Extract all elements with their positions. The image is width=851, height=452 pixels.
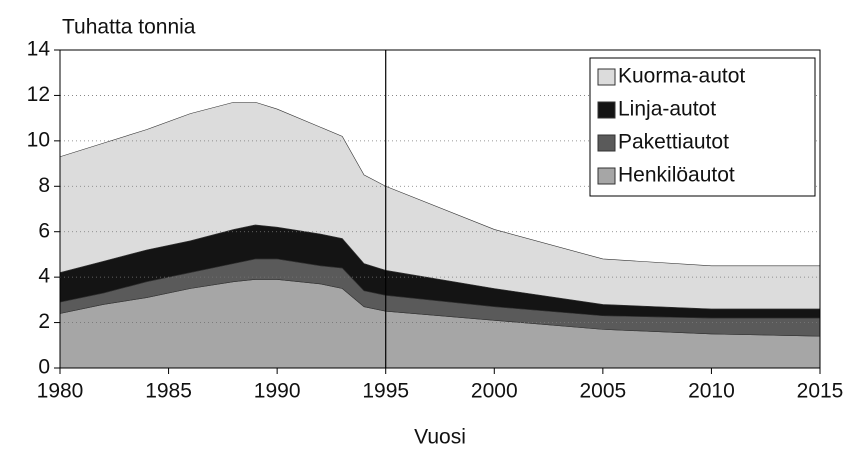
y-tick-label: 14 <box>27 38 51 61</box>
legend-label: Kuorma-autot <box>618 65 745 88</box>
x-tick-label: 2005 <box>579 380 626 403</box>
y-tick-label: 4 <box>38 265 50 288</box>
y-tick-label: 2 <box>38 310 50 333</box>
x-tick-label: 1985 <box>145 380 192 403</box>
x-tick-label: 2000 <box>471 380 518 403</box>
legend-swatch <box>597 134 616 152</box>
legend-label: Henkilöautot <box>618 164 735 187</box>
x-tick-label: 1990 <box>254 380 301 403</box>
x-tick-label: 1995 <box>362 380 409 403</box>
legend-swatch <box>597 167 616 185</box>
y-tick-label: 6 <box>38 219 50 242</box>
y-tick-label: 8 <box>38 174 50 197</box>
legend-swatch <box>597 101 616 119</box>
legend-label: Linja-autot <box>618 98 716 121</box>
legend-box <box>589 57 816 197</box>
x-tick-label: 1980 <box>37 380 84 403</box>
y-tick-label: 0 <box>38 356 50 379</box>
y-tick-label: 10 <box>27 128 50 151</box>
x-tick-label: 2015 <box>797 380 844 403</box>
legend-swatch <box>597 68 616 86</box>
legend-label: Pakettiautot <box>618 131 729 154</box>
chart-title: Tuhatta tonnia <box>62 16 196 39</box>
x-axis-label: Vuosi <box>414 426 466 449</box>
plot-frame <box>59 49 821 369</box>
y-tick-label: 12 <box>27 83 50 106</box>
x-tick-label: 2010 <box>688 380 735 403</box>
